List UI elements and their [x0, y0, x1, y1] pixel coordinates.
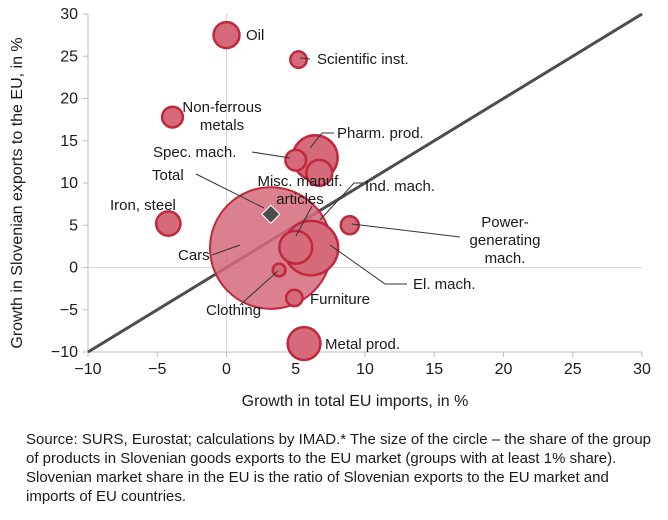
label-line: Cars: [178, 247, 210, 264]
label-misc-manuf-articles: Misc. manuf. articles: [257, 173, 342, 208]
x-tick-label: 20: [495, 361, 513, 378]
leader-power-generating-mach-: [351, 223, 461, 238]
label-line: Iron, steel: [110, 197, 176, 214]
bubble-iron-steel: [154, 210, 182, 237]
label-line: metals: [200, 117, 244, 134]
leader-cars: [211, 244, 241, 256]
y-tick-label: 10: [60, 175, 78, 192]
y-tick-label: 25: [60, 48, 78, 65]
bubble-scientific-inst-: [289, 50, 308, 70]
bubble-misc-manuf-articles: [305, 158, 334, 188]
label-line: Metal prod.: [325, 336, 400, 353]
y-tick-label: −10: [51, 344, 78, 361]
label-total: Total: [152, 167, 184, 184]
y-axis-title: Growth in Slovenian exports to the EU, i…: [9, 37, 26, 348]
label-oil: Oil: [246, 27, 264, 44]
label-clothing: Clothing: [206, 302, 261, 319]
label-line: mach.: [485, 250, 526, 267]
bubble-misc-product: [278, 229, 314, 265]
label-furniture: Furniture: [310, 291, 370, 308]
x-tick-label: −5: [148, 361, 166, 378]
leader-total: [195, 173, 265, 209]
label-power-generating-mach-: Power-generating mach.: [470, 214, 541, 267]
y-tick-label: 20: [60, 91, 78, 108]
label-line: Power-: [481, 214, 529, 231]
label-line: generating: [470, 232, 541, 249]
bubble-power-generating-mach-: [339, 215, 360, 236]
leader-spec-mach-: [251, 151, 291, 159]
bubble-metal-prod-: [286, 325, 322, 362]
y-tick-label: −5: [60, 302, 78, 319]
label-cars: Cars: [178, 247, 210, 264]
label-line: Misc. manuf.: [257, 173, 342, 190]
x-tick-label: 25: [564, 361, 582, 378]
x-tick-label: −10: [74, 361, 101, 378]
label-line: Oil: [246, 27, 264, 44]
total-marker: [261, 204, 281, 224]
label-ind-mach-: Ind. mach.: [365, 178, 435, 195]
y-tick-label: 0: [69, 260, 78, 277]
x-tick-label: 10: [356, 361, 374, 378]
label-scientific-inst-: Scientific inst.: [317, 51, 409, 68]
label-non-ferrous-metals: Non-ferrous metals: [182, 99, 261, 134]
leader-ind-mach-: [319, 182, 363, 221]
x-tick-label: 0: [222, 361, 231, 378]
x-tick-label: 30: [633, 361, 651, 378]
label-line: Ind. mach.: [365, 178, 435, 195]
label-line: articles: [276, 191, 324, 208]
label-iron-steel: Iron, steel: [110, 197, 176, 214]
leader-misc-manuf-articles: [295, 205, 313, 237]
label-line: Non-ferrous: [182, 99, 261, 116]
x-tick-label: 15: [425, 361, 443, 378]
label-line: Spec. mach.: [153, 144, 236, 161]
label-metal-prod-: Metal prod.: [325, 336, 400, 353]
scatter-plot: −10 −5 0 5 10 15 20 25 30 −10 −5 0 5 10 15 20 25 30 Growth…: [9, 6, 651, 410]
leader-scientific-inst-: [299, 57, 311, 60]
x-axis-title: Growth in total EU imports, in %: [242, 393, 469, 410]
label-line: Scientific inst.: [317, 51, 409, 68]
leader-pharm-prod-: [309, 132, 334, 149]
bubble-oil: [212, 20, 241, 50]
label-pharm-prod-: Pharm. prod.: [337, 125, 424, 142]
y-tick-label: 5: [69, 217, 78, 234]
label-line: Furniture: [310, 291, 370, 308]
leader-clothing: [239, 270, 279, 306]
label-line: El. mach.: [413, 276, 476, 293]
label-spec-mach-: Spec. mach.: [153, 144, 236, 161]
bubble-spec-mach-: [284, 148, 308, 172]
source-note: Source: SURS, Eurostat; calculations by …: [26, 431, 652, 505]
label-line: Total: [152, 167, 184, 184]
label-line: Clothing: [206, 302, 261, 319]
y-tick-label: 30: [60, 6, 78, 23]
y-tick-label: 15: [60, 133, 78, 150]
bubble-non-ferrous-metals: [160, 105, 185, 129]
reference-line: [87, 12, 643, 354]
leader-el-mach-: [329, 244, 407, 285]
bubble-furniture: [284, 288, 304, 308]
label-line: Pharm. prod.: [337, 125, 424, 142]
label-el-mach-: El. mach.: [413, 276, 476, 293]
x-tick-label: 5: [291, 361, 300, 378]
